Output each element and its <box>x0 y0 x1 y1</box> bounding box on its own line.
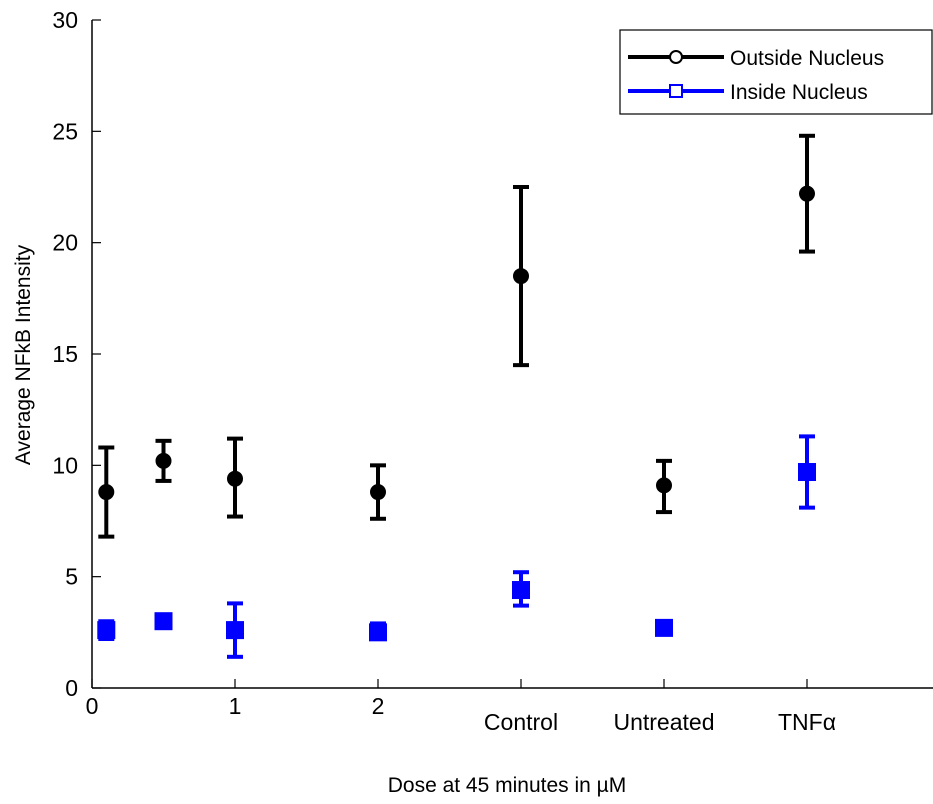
series-layer <box>97 133 816 659</box>
y-tick-label: 15 <box>52 341 78 367</box>
data-point <box>226 621 244 640</box>
data-point <box>798 463 816 482</box>
x-tick-label: 1 <box>229 693 242 719</box>
y-tick-label: 20 <box>52 230 78 256</box>
data-point <box>655 618 673 637</box>
legend: Outside Nucleus Inside Nucleus <box>619 29 933 115</box>
data-point <box>512 581 530 600</box>
axes: 0 5 10 15 20 25 30 0 1 2 Control Untreated TNFα <box>52 7 933 735</box>
data-point <box>154 612 173 631</box>
legend-marker <box>669 84 683 98</box>
data-point <box>155 452 172 469</box>
data-point <box>370 484 386 501</box>
series-inside-nucleus <box>97 434 816 659</box>
x-axis-label: Dose at 45 minutes in µM <box>388 774 627 797</box>
x-tick-label: 0 <box>86 693 99 719</box>
y-axis-label: Average NFkB Intensity <box>12 244 35 465</box>
data-point <box>227 470 243 487</box>
y-tick-label: 25 <box>52 118 78 144</box>
legend-marker <box>669 50 683 64</box>
data-point <box>656 477 672 494</box>
y-tick-label: 5 <box>65 564 78 590</box>
x-tick-label: Untreated <box>613 709 714 735</box>
x-tick-label: TNFα <box>778 709 836 735</box>
legend-box <box>619 29 933 115</box>
data-point <box>513 268 529 285</box>
legend-label: Inside Nucleus <box>730 81 868 104</box>
data-point <box>98 484 115 501</box>
data-point <box>799 185 815 202</box>
series-outside-nucleus <box>98 133 815 539</box>
x-tick-label: Control <box>484 709 558 735</box>
y-tick-label: 30 <box>52 7 78 33</box>
legend-label: Outside Nucleus <box>730 47 884 70</box>
y-tick-label: 10 <box>52 452 78 478</box>
y-tick-label: 0 <box>65 675 78 701</box>
x-tick-label: 2 <box>372 693 385 719</box>
data-point <box>369 623 387 642</box>
data-point <box>97 621 116 640</box>
